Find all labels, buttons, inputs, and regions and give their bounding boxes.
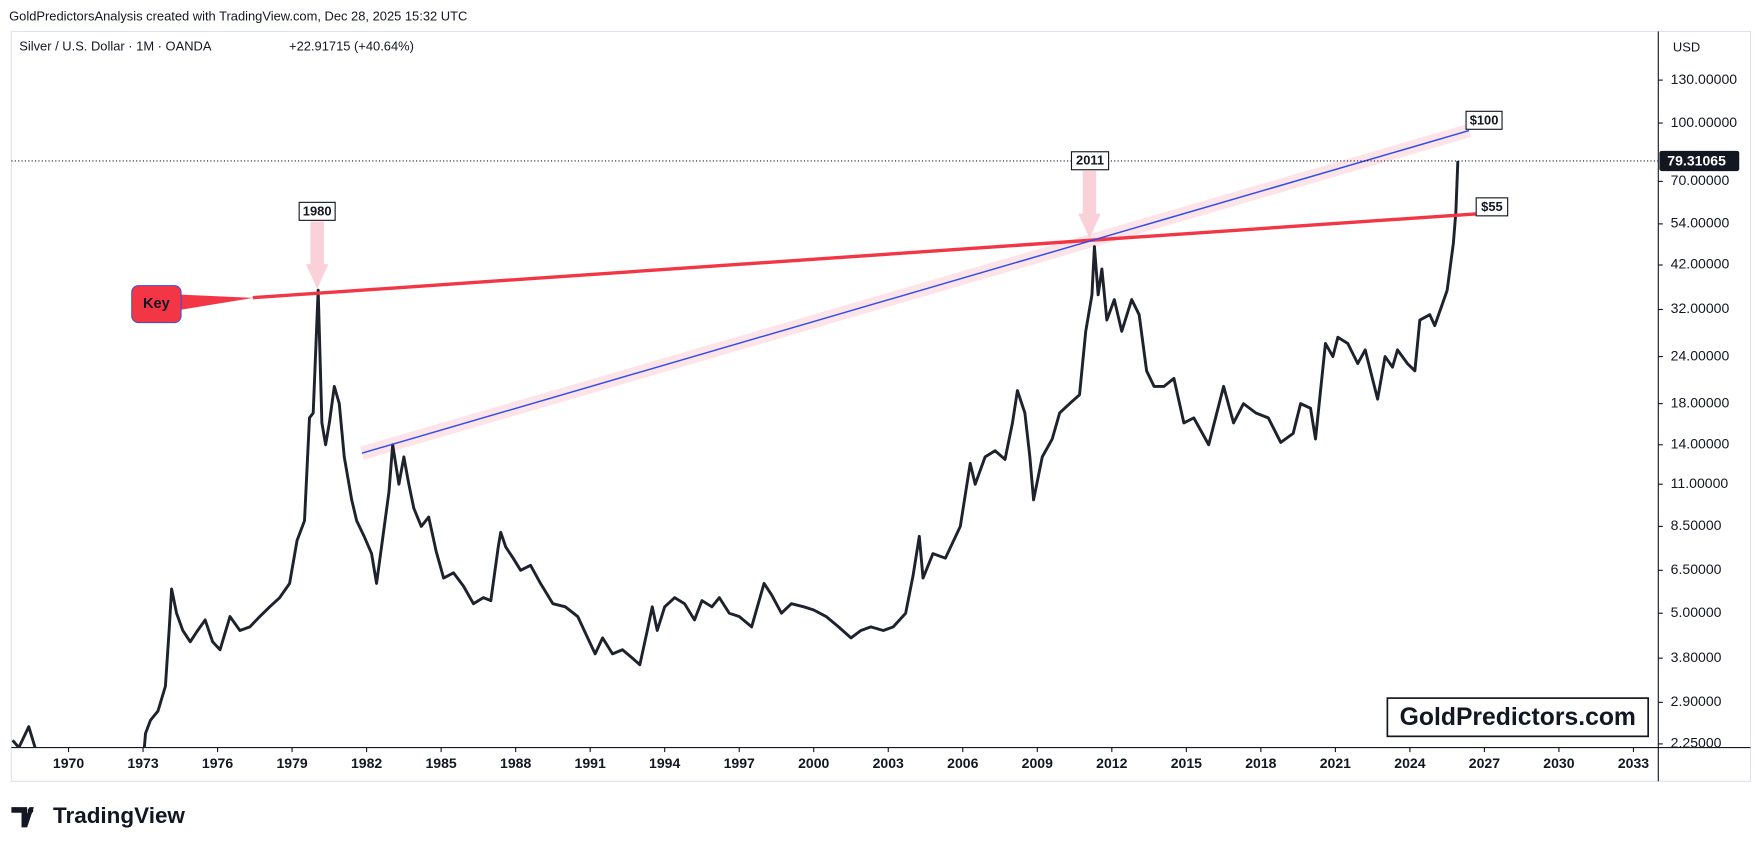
x-tick-label: 1970 bbox=[53, 755, 84, 771]
label-box bbox=[1475, 197, 1509, 217]
label-box bbox=[298, 201, 336, 221]
plot bbox=[11, 124, 1476, 748]
x-tick-label: 1988 bbox=[500, 755, 531, 771]
x-tick-label: 2006 bbox=[947, 755, 978, 771]
change: +22.91715 (+40.64%) bbox=[289, 39, 414, 54]
currency: USD bbox=[1673, 40, 1700, 55]
arrow bbox=[305, 221, 329, 289]
x-tick-label: 2000 bbox=[798, 755, 829, 771]
y-tick-label: 6.50000 bbox=[1671, 561, 1722, 577]
x-tick-label: 2012 bbox=[1096, 755, 1127, 771]
trend-line bbox=[252, 212, 1476, 300]
annotation: Key bbox=[143, 296, 171, 312]
price-line bbox=[11, 160, 1460, 748]
watermark-box bbox=[1386, 697, 1650, 738]
frame bbox=[10, 30, 1752, 782]
x-tick-label: 2009 bbox=[1022, 755, 1053, 771]
x-tick-label: 1973 bbox=[127, 755, 158, 771]
arrow bbox=[1078, 170, 1101, 239]
y-tick-label: 42.00000 bbox=[1671, 256, 1730, 272]
annotation: 2011 bbox=[1076, 153, 1104, 168]
y-tick-label: 3.80000 bbox=[1671, 649, 1722, 665]
x-tick-label: 2030 bbox=[1543, 755, 1574, 771]
y-tick-label: 8.50000 bbox=[1671, 517, 1722, 533]
callout-pointer bbox=[177, 294, 254, 311]
y-tick-label: 5.00000 bbox=[1671, 604, 1722, 620]
x-tick-label: 2018 bbox=[1245, 755, 1276, 771]
y-tick-label: 70.00000 bbox=[1671, 172, 1730, 188]
x-tick-label: 1982 bbox=[351, 755, 382, 771]
brand-logo: TradingView bbox=[11, 803, 185, 828]
last-price-box bbox=[1659, 150, 1740, 172]
y-tick-label: 54.00000 bbox=[1671, 215, 1730, 231]
trend-line bbox=[361, 129, 1470, 454]
label-box bbox=[1070, 151, 1110, 171]
annotation: $55 bbox=[1481, 199, 1503, 214]
callout bbox=[131, 285, 182, 324]
annotation: $100 bbox=[1470, 112, 1499, 127]
x-tick-label: 1994 bbox=[649, 755, 680, 771]
y-tick-label: 18.00000 bbox=[1671, 394, 1730, 410]
header: GoldPredictorsAnalysis created with Trad… bbox=[9, 8, 467, 23]
y-tick-label: 11.00000 bbox=[1671, 475, 1729, 491]
brand: TradingView bbox=[53, 803, 185, 828]
x-tick-label: 1991 bbox=[575, 755, 606, 771]
x-tick-label: 1979 bbox=[276, 755, 307, 771]
y-tick-label: 24.00000 bbox=[1671, 347, 1730, 363]
annotation: 1980 bbox=[303, 203, 332, 218]
y-tick-label: 32.00000 bbox=[1671, 300, 1730, 316]
y-tick-label: 2.25000 bbox=[1671, 735, 1722, 751]
x-tick-label: 2015 bbox=[1171, 755, 1202, 771]
y-tick-label: 100.00000 bbox=[1671, 114, 1738, 130]
y-tick-label: 130.00000 bbox=[1671, 71, 1738, 87]
x-tick-label: 1976 bbox=[202, 755, 233, 771]
logo-dot bbox=[27, 807, 34, 814]
x-tick-label: 1997 bbox=[724, 755, 755, 771]
chart-title: Silver / U.S. Dollar · 1M · OANDA bbox=[19, 39, 212, 54]
y-tick-label: 14.00000 bbox=[1671, 435, 1730, 451]
x-tick-label: 2024 bbox=[1394, 755, 1425, 771]
overlay: 1980 2011 $100 $55 Key GoldPredictors.co… bbox=[131, 110, 1650, 738]
label-box bbox=[1465, 110, 1503, 130]
y-tick-label: 2.90000 bbox=[1671, 693, 1722, 709]
watermark: GoldPredictors.com bbox=[1400, 704, 1636, 731]
x-tick-label: 2021 bbox=[1320, 755, 1351, 771]
x-tick-label: 2027 bbox=[1469, 755, 1500, 771]
x-tick-label: 1985 bbox=[426, 755, 457, 771]
x-tick-label: 2003 bbox=[873, 755, 904, 771]
x-tick-label: 2033 bbox=[1618, 755, 1649, 771]
last-price-label: 79.31065 bbox=[1667, 152, 1726, 168]
